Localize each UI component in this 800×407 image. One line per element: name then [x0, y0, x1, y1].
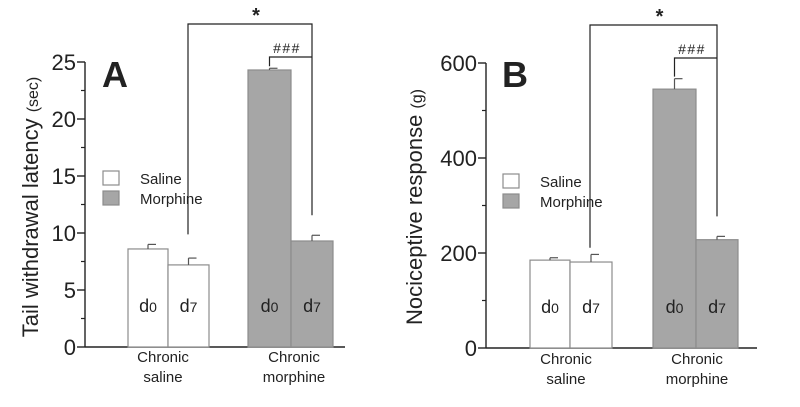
bar-morphine-d0 [652, 88, 697, 349]
bar-day-label: d7 [303, 296, 321, 316]
significance-hash: ### [273, 40, 301, 56]
category-label: Chronic [137, 349, 189, 366]
y-tick-label: 0 [465, 336, 477, 361]
significance-star: * [656, 6, 664, 28]
category-label: saline [546, 371, 585, 388]
y-tick-label: 0 [64, 335, 76, 360]
bar-day-label: d7 [180, 296, 198, 316]
legend-label-saline: Saline [540, 174, 582, 191]
legend-label-morphine: Morphine [540, 194, 603, 211]
y-tick-label: 20 [52, 107, 76, 132]
panel-A: 0 5 10 15 20 25 Tail withdrawal latency (sec) A… [18, 5, 345, 386]
significance-bracket-outer [187, 23, 313, 235]
category-label: saline [143, 369, 182, 386]
significance-bracket-outer [589, 24, 718, 248]
y-axis-label: Tail withdrawal latency (sec) [18, 77, 43, 338]
category-label: Chronic [268, 349, 320, 366]
bar-day-label: d7 [708, 297, 726, 317]
bar-day-label: d0 [541, 297, 559, 317]
panel-B: 0 200 400 600 Nociceptive response (g) Bd0 d7 d… [402, 6, 757, 388]
panel-letter: B [502, 54, 528, 95]
significance-star: * [252, 5, 260, 27]
legend-swatch-morphine [502, 193, 520, 209]
panel-letter: A [102, 54, 128, 95]
category-label: morphine [263, 369, 326, 386]
legend-swatch-saline [502, 173, 520, 189]
y-tick-label: 600 [440, 51, 477, 76]
significance-bracket-inner [673, 57, 717, 77]
y-tick-label: 25 [52, 50, 76, 75]
y-tick-label: 200 [440, 241, 477, 266]
legend-swatch-saline [102, 170, 120, 186]
y-tick-label: 400 [440, 146, 477, 171]
y-tick-label: 15 [52, 164, 76, 189]
bar-saline-d7 [167, 264, 210, 348]
bar-day-label: d0 [261, 296, 279, 316]
y-axis-label: Nociceptive response (g) [402, 89, 427, 325]
bar-saline-d7 [569, 261, 613, 349]
bar-morphine-d7 [290, 240, 334, 348]
bar-day-label: d0 [139, 296, 157, 316]
bar-morphine-d0 [247, 69, 292, 348]
legend-swatch-morphine [102, 190, 120, 206]
significance-hash: ### [678, 41, 706, 57]
significance-bracket-inner [268, 56, 312, 67]
legend-label-morphine: Morphine [140, 191, 203, 208]
category-label: morphine [666, 371, 729, 388]
bar-day-label: d7 [582, 297, 600, 317]
y-tick-label: 5 [64, 278, 76, 303]
category-label: Chronic [671, 351, 723, 368]
y-tick-label: 10 [52, 221, 76, 246]
category-label: Chronic [540, 351, 592, 368]
legend-label-saline: Saline [140, 171, 182, 188]
bar-day-label: d0 [666, 297, 684, 317]
bar-morphine-d7 [695, 239, 739, 349]
